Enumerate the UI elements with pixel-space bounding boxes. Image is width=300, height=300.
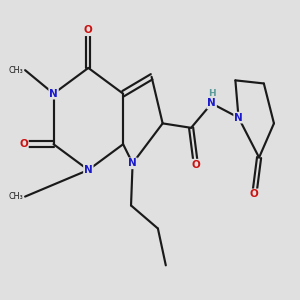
Text: N: N: [84, 165, 93, 175]
Text: N: N: [49, 89, 58, 99]
Text: O: O: [191, 160, 200, 170]
Text: O: O: [84, 25, 93, 35]
Text: H: H: [208, 89, 215, 98]
Text: N: N: [234, 112, 243, 123]
Text: CH₃: CH₃: [9, 66, 23, 75]
Text: N: N: [128, 158, 137, 168]
Text: O: O: [19, 139, 28, 149]
Text: O: O: [250, 189, 259, 200]
Text: CH₃: CH₃: [9, 192, 23, 201]
Text: N: N: [207, 98, 216, 108]
